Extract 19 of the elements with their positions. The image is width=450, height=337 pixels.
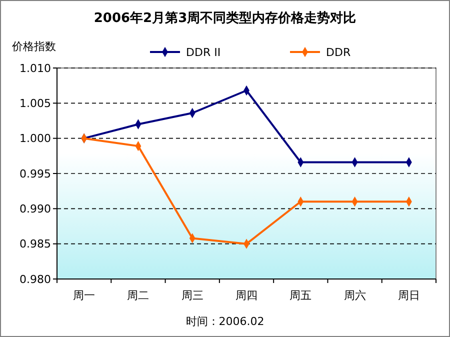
y-axis-title: 价格指数	[11, 40, 56, 53]
y-tick-label: 0.985	[20, 238, 51, 251]
x-tick-label: 周日	[398, 289, 420, 302]
y-tick-label: 0.980	[20, 272, 51, 286]
y-tick-label: 0.995	[20, 167, 51, 180]
legend-label: DDR II	[186, 46, 221, 59]
x-tick-label: 周三	[181, 289, 204, 302]
x-tick-label: 周六	[344, 289, 366, 302]
x-tick-label: 周四	[236, 289, 258, 302]
y-tick-label: 0.990	[20, 202, 51, 216]
text: 时间：2006.02	[186, 315, 264, 328]
chart-title: 2006年2月第3周不同类型内存价格走势对比	[94, 10, 356, 26]
y-tick-label: 1.005	[20, 97, 51, 110]
y-tick-label: 1.000	[20, 132, 51, 146]
x-tick-label: 周一	[73, 289, 96, 302]
legend-label: DDR	[326, 46, 351, 59]
x-tick-label: 周五	[290, 289, 312, 302]
y-tick-label: 1.010	[20, 62, 51, 75]
x-tick-label: 周二	[127, 289, 150, 302]
